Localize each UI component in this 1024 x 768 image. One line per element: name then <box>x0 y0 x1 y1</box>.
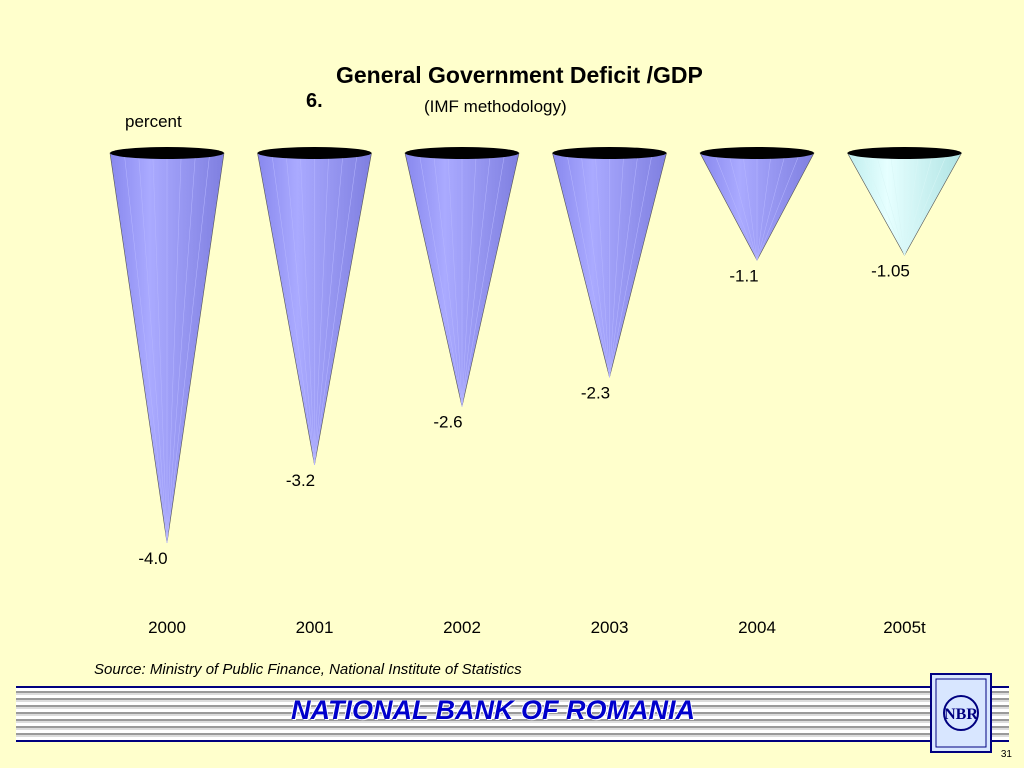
cone-shading-line <box>609 152 653 378</box>
chart-title: General Government Deficit /GDP <box>336 62 703 88</box>
data-label-2005t: -1.05 <box>871 261 910 280</box>
footer-band <box>16 686 1009 742</box>
data-label-2002: -2.6 <box>433 413 462 432</box>
cone-top-2004 <box>700 147 814 159</box>
source-note: Source: Ministry of Public Finance, Nati… <box>94 661 522 678</box>
cone-top-2005t <box>847 147 962 159</box>
cone-shading-line <box>138 152 168 544</box>
data-label-2003: -2.3 <box>581 383 610 402</box>
chart-subtitle: (IMF methodology) <box>424 97 567 116</box>
bank-logo: NBR <box>930 673 992 753</box>
cone-shading-line <box>461 152 477 407</box>
cone-shading-line <box>314 152 344 466</box>
cone-shading-line <box>904 152 948 256</box>
x-tick-label-2002: 2002 <box>443 618 481 637</box>
cone-shading-line <box>875 152 905 256</box>
x-tick-label-2005t: 2005t <box>883 618 926 637</box>
bank-name: NATIONAL BANK OF ROMANIA <box>291 695 695 725</box>
cone-shading-line <box>609 152 639 378</box>
cone-shading-line <box>861 152 905 256</box>
x-tick-label-2000: 2000 <box>148 618 186 637</box>
cone-shading-line <box>756 152 772 261</box>
cone-top-2002 <box>405 147 519 159</box>
cone-shading-line <box>904 152 919 256</box>
cone-shading-line <box>566 152 610 378</box>
cone-top-2001 <box>257 147 372 159</box>
cone-shading-line <box>314 152 358 466</box>
cone-shading-line <box>742 152 758 261</box>
cone-shading-line <box>419 152 463 407</box>
slide-number: 6. <box>306 90 323 112</box>
cone-shading-line <box>314 152 329 466</box>
x-tick-label-2003: 2003 <box>591 618 629 637</box>
cone-shading-line <box>714 152 758 261</box>
svg-text:NBR: NBR <box>944 706 978 723</box>
cone-shading-line <box>461 152 505 407</box>
bank-monogram-icon: NBR <box>935 678 987 748</box>
y-axis-unit-label: percent <box>125 112 182 131</box>
x-tick-label-2001: 2001 <box>296 618 334 637</box>
cone-shading-line <box>728 152 758 261</box>
data-label-2000: -4.0 <box>138 549 167 568</box>
cone-shading-line <box>124 152 168 544</box>
cone-shading-line <box>166 152 182 544</box>
cone-shading-line <box>166 152 196 544</box>
cone-shading-line <box>580 152 610 378</box>
cone-shading-line <box>609 152 624 378</box>
cone-top-2003 <box>552 147 667 159</box>
page-number: 31 <box>1000 749 1012 760</box>
cone-shading-line <box>904 152 934 256</box>
cone-shading-line <box>166 152 210 544</box>
cone-shading-line <box>756 152 800 261</box>
data-label-2004: -1.1 <box>729 266 758 285</box>
cone-shading-line <box>285 152 315 466</box>
cone-shading-line <box>152 152 168 544</box>
x-tick-label-2004: 2004 <box>738 618 776 637</box>
cone-shading-line <box>595 152 610 378</box>
cone-shading-line <box>300 152 315 466</box>
cone-shading-line <box>433 152 463 407</box>
cone-shading-line <box>447 152 463 407</box>
deficit-chart: -4.0 2000 -3.2 2001 -2.6 2002 -2.3 2003 -1.1 2004… <box>109 147 963 637</box>
cone-shading-line <box>756 152 786 261</box>
cone-shading-line <box>890 152 905 256</box>
data-label-2001: -3.2 <box>286 471 315 490</box>
cone-top-2000 <box>110 147 224 159</box>
cone-shading-line <box>271 152 315 466</box>
cone-shading-line <box>461 152 491 407</box>
